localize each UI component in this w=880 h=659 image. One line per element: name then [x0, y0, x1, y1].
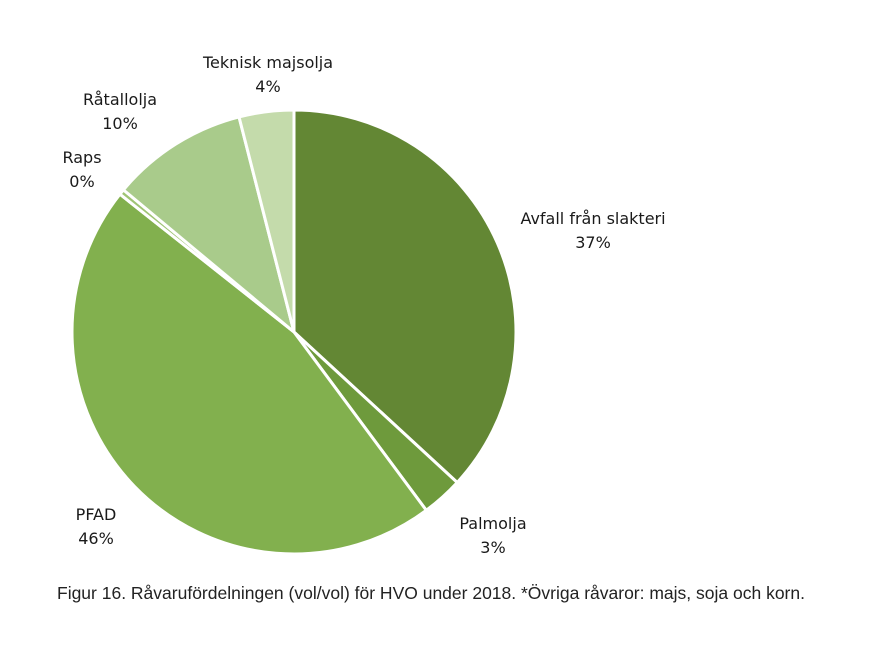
- pie-slice-5: [237, 108, 296, 334]
- pie-slices: [70, 108, 518, 556]
- slice-value-label: 0%: [69, 172, 94, 191]
- slice-value-label: 46%: [78, 529, 114, 548]
- slice-value-label: 37%: [575, 233, 611, 252]
- slice-name-label: Råtallolja: [83, 90, 157, 109]
- figure-caption: Figur 16. Råvarufördelningen (vol/vol) f…: [57, 583, 805, 603]
- slice-value-label: 3%: [480, 538, 505, 557]
- pie-chart: Avfall från slakteri 37% Palmolja 3% PFAD 46%…: [62, 53, 665, 557]
- slice-name-label: Palmolja: [459, 514, 526, 533]
- pie-labels: Avfall från slakteri 37% Palmolja 3% PFAD 46%…: [62, 53, 665, 557]
- slice-value-label: 10%: [102, 114, 138, 133]
- slice-value-label: 4%: [255, 77, 280, 96]
- slice-name-label: Avfall från slakteri: [520, 209, 665, 228]
- pie-slice-2: [70, 192, 428, 556]
- slice-name-label: Teknisk majsolja: [202, 53, 333, 72]
- slice-name-label: PFAD: [76, 505, 117, 524]
- slice-name-label: Raps: [62, 148, 101, 167]
- pie-slice-0: [292, 108, 518, 484]
